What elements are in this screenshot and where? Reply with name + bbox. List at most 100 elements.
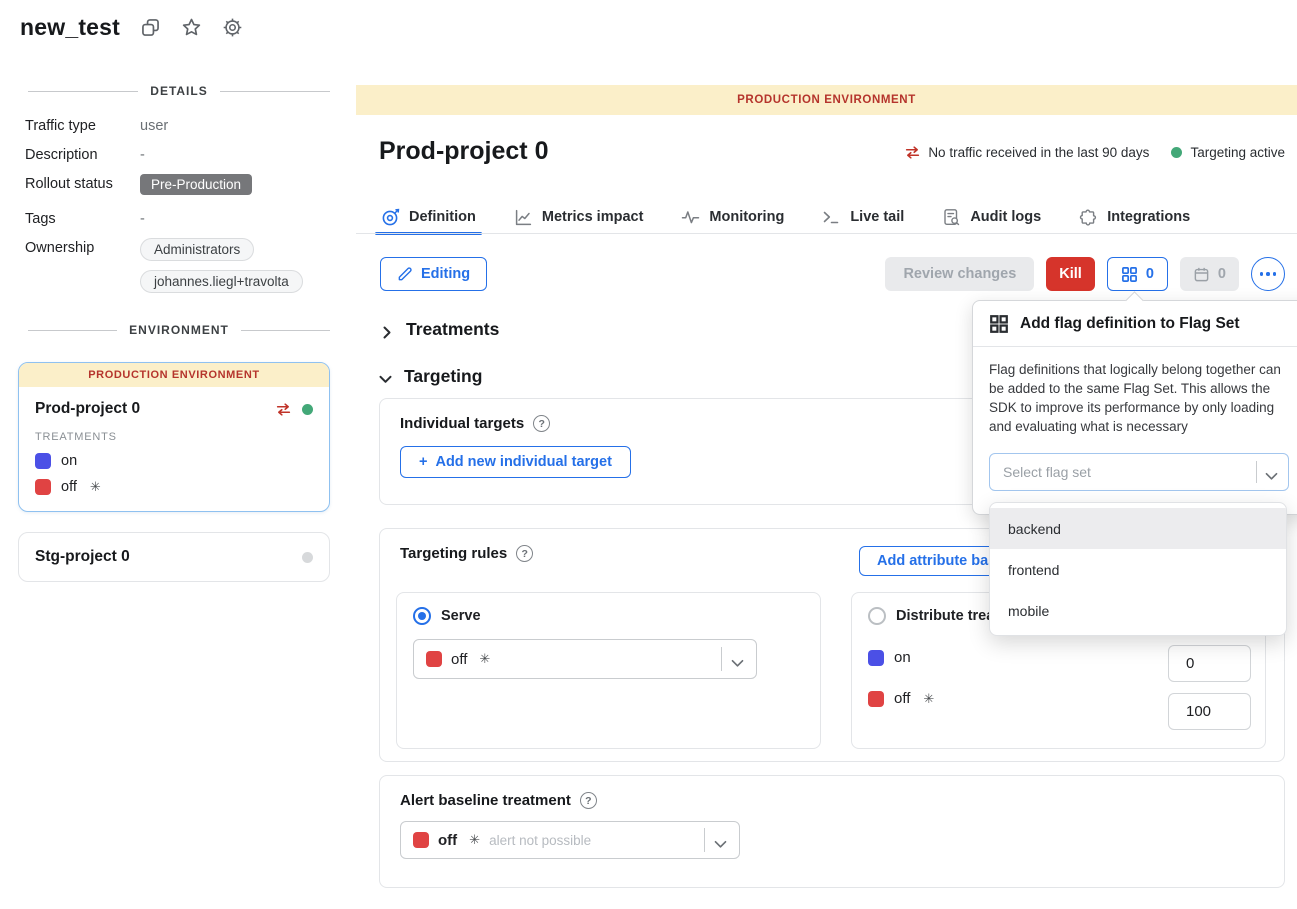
alert-hint-text: alert not possible [489, 832, 592, 848]
popup-caret [1125, 291, 1144, 310]
distribute-radio[interactable] [868, 607, 886, 625]
environment-active-dot [302, 403, 313, 415]
help-icon[interactable]: ? [516, 545, 534, 562]
field-tags: Tags - [25, 211, 145, 227]
default-treatment-icon: ✳ [923, 690, 935, 706]
owner-chip[interactable]: Administrators [140, 238, 255, 261]
help-icon[interactable]: ? [533, 415, 551, 432]
puzzle-icon [1079, 208, 1098, 227]
treatment-on-swatch [35, 453, 51, 469]
environment-name: Stg-project 0 [35, 548, 130, 565]
option-mobile[interactable]: mobile [1008, 602, 1050, 619]
chevron-down-icon [731, 655, 744, 667]
environment-header-label: ENVIRONMENT [129, 323, 229, 337]
flag-set-button[interactable]: 0 [1106, 257, 1168, 291]
percent-input-on[interactable] [1168, 645, 1251, 682]
tabs-divider [356, 233, 1297, 234]
production-environment-card[interactable]: PRODUCTION ENVIRONMENT Prod-project 0 TR… [18, 362, 330, 512]
more-actions-button[interactable] [1251, 257, 1285, 291]
rollout-status-badge: Pre-Production [140, 174, 253, 195]
popup-divider [973, 346, 1297, 347]
treatment-off-swatch [426, 651, 442, 667]
staging-environment-card[interactable]: Stg-project 0 [18, 532, 330, 582]
environment-name: Prod-project 0 [35, 400, 141, 417]
chevron-right-icon [381, 323, 394, 339]
default-treatment-icon: ✳ [469, 832, 481, 847]
traffic-swap-icon [275, 402, 292, 416]
audit-log-icon [942, 208, 961, 227]
field-ownership: Ownership Administrators johannes.liegl+… [25, 238, 356, 293]
tab-audit-logs[interactable]: Audit logs [940, 200, 1043, 234]
production-environment-banner: PRODUCTION ENVIRONMENT [356, 85, 1297, 115]
flag-set-select [989, 453, 1289, 491]
treatments-label: TREATMENTS [35, 431, 117, 443]
flag-set-input[interactable] [1003, 464, 1248, 480]
serve-radio[interactable] [413, 607, 431, 625]
chart-icon [514, 208, 533, 227]
treatment-off-swatch [413, 832, 429, 848]
app-header: new_test [20, 14, 243, 41]
treatment-on-swatch [868, 649, 884, 666]
chevron-down-icon[interactable] [1265, 468, 1278, 480]
individual-targets-title: Individual targets [400, 415, 525, 432]
alert-baseline-select[interactable]: off ✳ alert not possible [400, 821, 740, 859]
alert-baseline-card: Alert baseline treatment ? off ✳ alert n… [379, 775, 1285, 888]
option-backend[interactable]: backend [990, 508, 1286, 549]
targeting-active-dot [1171, 147, 1183, 158]
owner-chip[interactable]: johannes.liegl+travolta [140, 270, 303, 293]
tab-live-tail[interactable]: Live tail [820, 200, 906, 234]
traffic-swap-icon [904, 146, 921, 159]
copy-icon[interactable] [140, 17, 161, 38]
details-fields: Traffic type user Description - Rollout … [25, 116, 356, 293]
pulse-icon [681, 208, 700, 227]
treatment-off-swatch [35, 479, 51, 495]
field-traffic-type: Traffic type user [25, 118, 169, 134]
targeting-rules-title: Targeting rules [400, 545, 508, 562]
plus-icon: + [419, 454, 428, 470]
add-individual-target-button[interactable]: + Add new individual target [400, 446, 631, 478]
review-changes-button[interactable]: Review changes [885, 257, 1035, 291]
editing-button[interactable]: Editing [380, 257, 488, 291]
targeting-section-toggle[interactable]: Targeting [379, 366, 482, 387]
flag-name-title: new_test [20, 14, 121, 40]
serve-option-card: Serve off ✳ [396, 592, 821, 749]
status-row: No traffic received in the last 90 days … [904, 145, 1285, 160]
chevron-down-icon [379, 370, 392, 383]
sidebar: DETAILS Traffic type user Description - … [0, 76, 356, 582]
grid-icon [989, 314, 1009, 334]
tab-monitoring[interactable]: Monitoring [679, 200, 786, 234]
schedule-button[interactable]: 0 [1179, 257, 1239, 291]
gear-icon[interactable] [222, 17, 243, 38]
help-icon[interactable]: ? [579, 792, 597, 809]
flag-set-options: backend frontend mobile [989, 502, 1287, 636]
target-icon [381, 208, 400, 227]
treatment-row-off: off ✳ [35, 479, 313, 495]
kill-button[interactable]: Kill [1046, 257, 1095, 291]
details-section-header: DETAILS [28, 84, 331, 98]
option-frontend[interactable]: frontend [1008, 561, 1060, 578]
tab-metrics-impact[interactable]: Metrics impact [512, 200, 646, 234]
serve-treatment-select[interactable]: off ✳ [413, 639, 757, 679]
alert-baseline-title: Alert baseline treatment [400, 792, 571, 809]
popup-description: Flag definitions that logically belong t… [989, 362, 1281, 434]
percent-input-off[interactable] [1168, 693, 1251, 730]
default-treatment-icon: ✳ [89, 479, 101, 494]
tab-integrations[interactable]: Integrations [1077, 200, 1192, 234]
tab-definition[interactable]: Definition [375, 200, 482, 235]
calendar-icon [1194, 267, 1209, 281]
popup-title: Add flag definition to Flag Set [1020, 315, 1240, 332]
distribute-row-on: on [868, 649, 1249, 666]
flag-set-popup: Add flag definition to Flag Set ✕ Flag d… [972, 291, 1297, 515]
treatment-off-swatch [868, 690, 884, 707]
environment-inactive-dot [302, 551, 313, 563]
production-environment-band: PRODUCTION ENVIRONMENT [19, 363, 329, 387]
distribute-row-off: off ✳ [868, 690, 1249, 707]
page-title: Prod-project 0 [379, 137, 549, 165]
pencil-icon [398, 267, 412, 281]
targeting-status-text: Targeting active [1190, 145, 1285, 160]
treatments-section-toggle[interactable]: Treatments [381, 319, 499, 340]
terminal-icon [822, 208, 841, 227]
star-icon[interactable] [181, 17, 202, 38]
field-description: Description - [25, 147, 145, 163]
